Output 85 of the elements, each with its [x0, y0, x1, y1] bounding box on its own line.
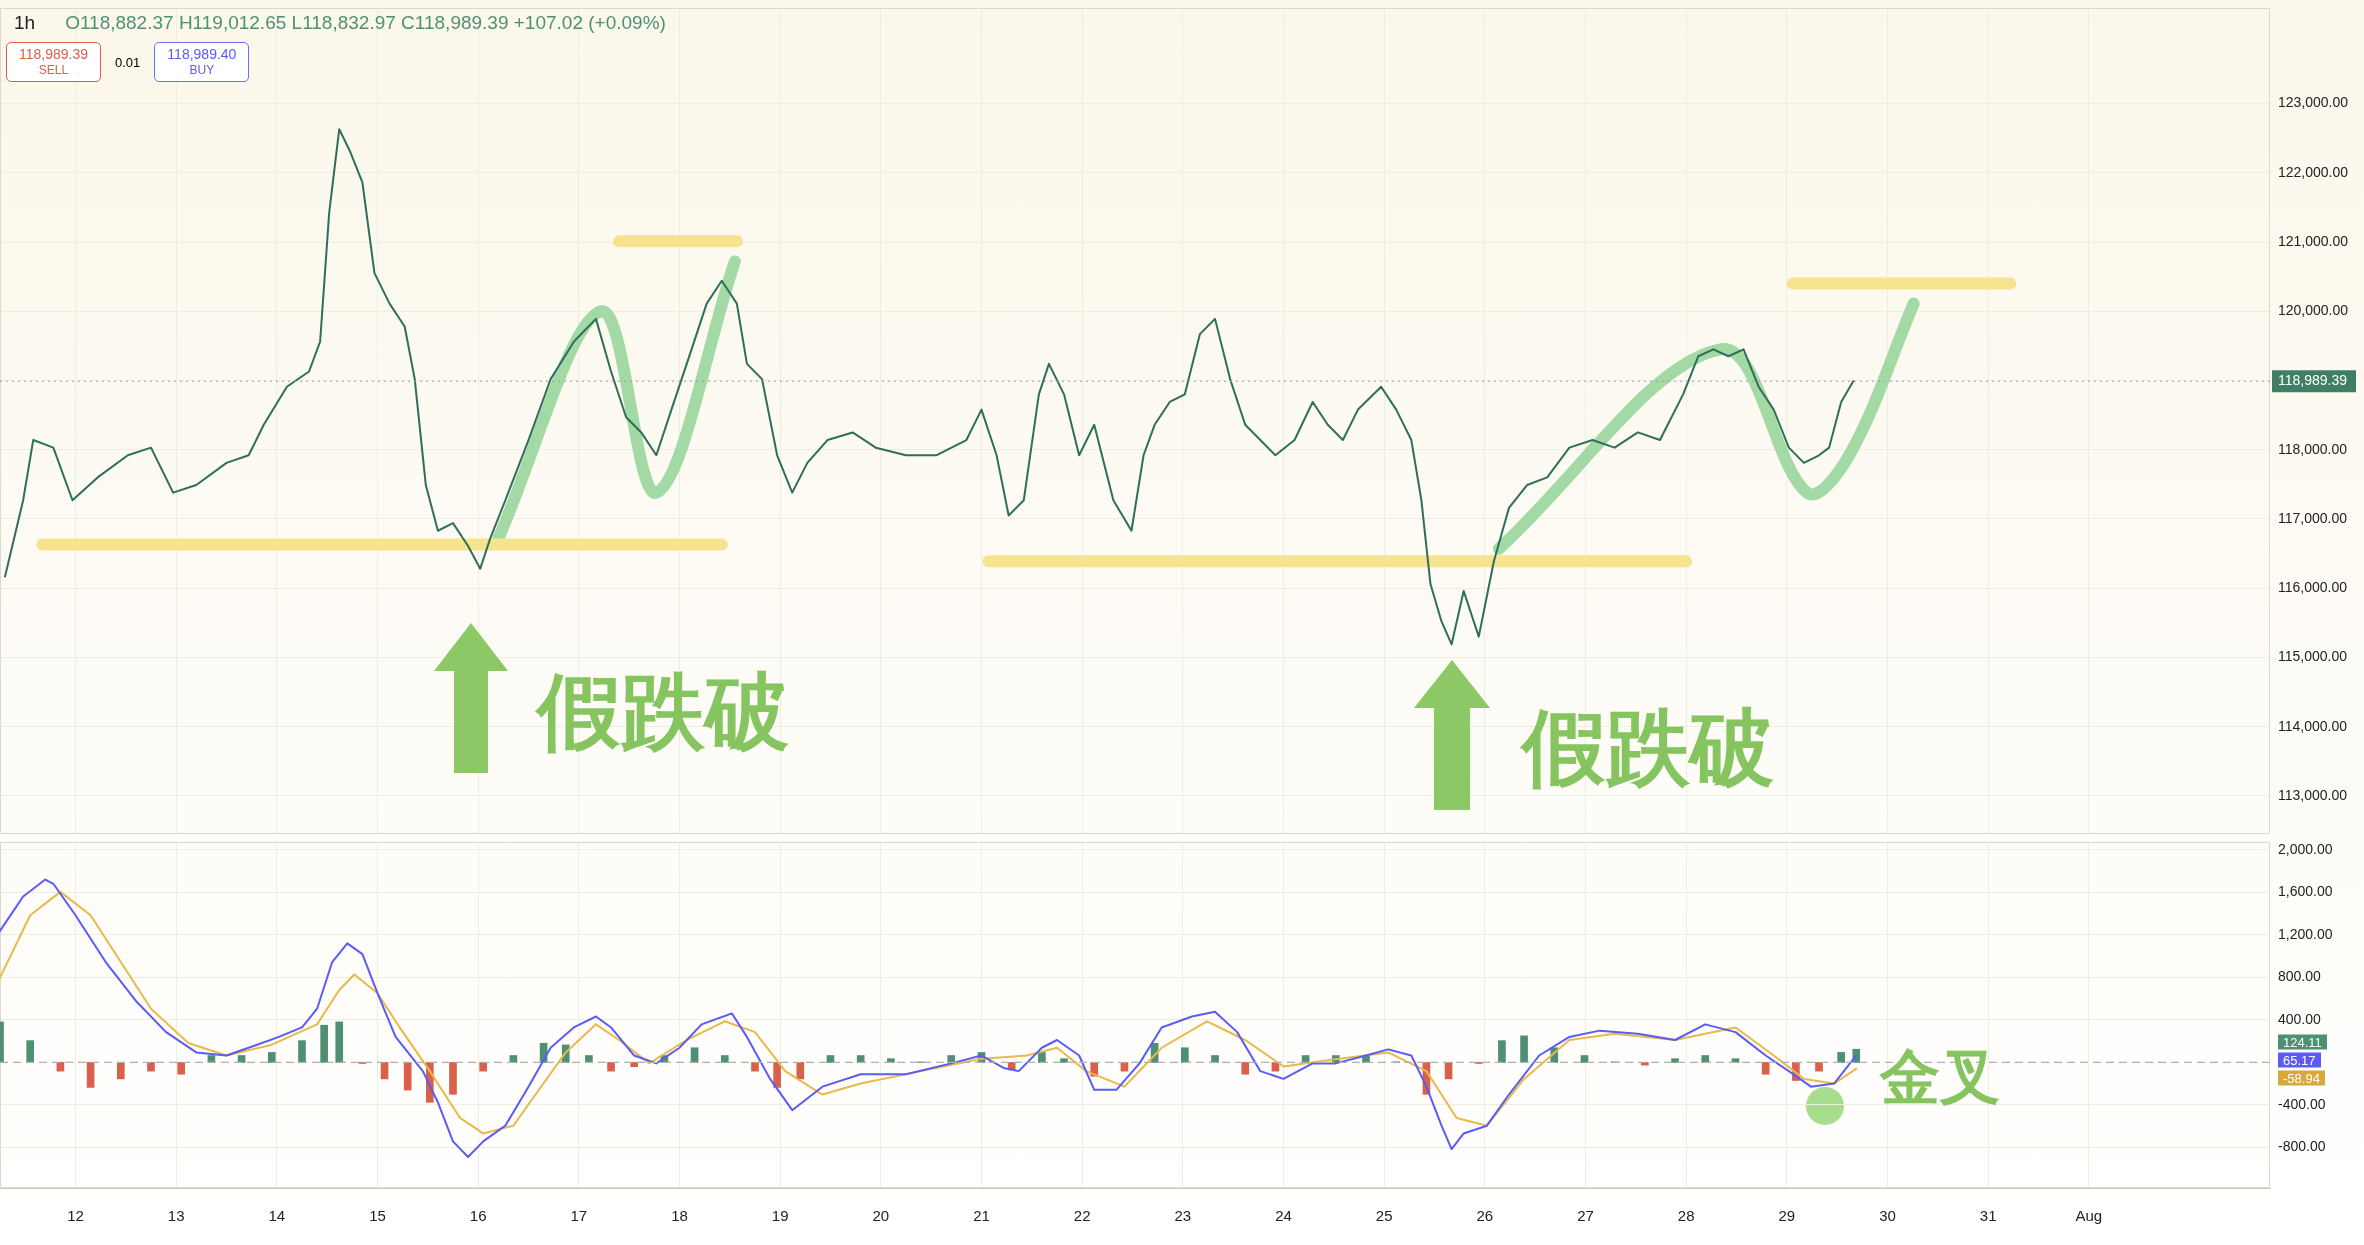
bar — [267, 1052, 276, 1063]
y-tick-label: 120,000.00 — [2278, 302, 2349, 319]
text: 65.17 — [2278, 1052, 2321, 1068]
ref-line-label: 118,989.39 — [2278, 372, 2348, 389]
x-tick-label: 19 — [771, 1207, 789, 1225]
bar — [720, 1055, 729, 1063]
x-tick-label: 25 — [1375, 1207, 1393, 1225]
x-tick-label: 31 — [1979, 1207, 1997, 1225]
bar — [947, 1055, 956, 1063]
bar — [1181, 1047, 1189, 1063]
y-tick-label: 118,000.00 — [2278, 440, 2348, 457]
y-tick-label: 116,000.00 — [2278, 579, 2348, 596]
bar — [237, 1055, 246, 1063]
annotation: SELL — [37, 62, 70, 78]
bar — [335, 1021, 344, 1063]
y-tick-label: 1,600.00 — [2278, 883, 2333, 900]
bar — [116, 1062, 125, 1080]
y-tick-label: 115,000.00 — [2278, 648, 2348, 665]
annotation: 假跌破 — [1522, 698, 1774, 799]
y-tick-label: -400.00 — [2278, 1095, 2326, 1112]
text: 124.11 — [2278, 1034, 2327, 1050]
bar — [479, 1062, 488, 1072]
bar — [1701, 1055, 1710, 1063]
x-tick-label: 12 — [67, 1207, 84, 1225]
chart-title: 1h — [14, 12, 36, 34]
annotation: 118,989.40 — [167, 46, 237, 62]
x-tick-label: 16 — [469, 1207, 487, 1225]
y-tick-label: 2,000.00 — [2278, 840, 2333, 857]
bar — [1520, 1035, 1528, 1063]
bar — [690, 1047, 699, 1063]
annotation: BUY — [188, 62, 216, 78]
bar — [630, 1062, 639, 1068]
y-tick-label: 400.00 — [2278, 1010, 2322, 1027]
bar — [607, 1062, 615, 1072]
annotation: 金叉 — [1880, 1040, 2000, 1114]
y-tick-label: 121,000.00 — [2278, 232, 2349, 249]
bar — [1241, 1062, 1250, 1075]
bar — [298, 1040, 306, 1063]
annotation: 假跌破 — [537, 662, 789, 763]
bar — [147, 1062, 155, 1072]
y-tick-label: 122,000.00 — [2278, 163, 2349, 180]
bar — [320, 1024, 328, 1063]
bar — [796, 1062, 805, 1080]
bar — [1580, 1055, 1589, 1063]
x-tick-label: 13 — [167, 1207, 185, 1225]
y-tick-label: 113,000.00 — [2278, 786, 2348, 803]
text: -58.94 — [2278, 1070, 2325, 1086]
bar — [177, 1062, 186, 1075]
y-tick-label: -800.00 — [2278, 1138, 2326, 1155]
bar — [1060, 1058, 1068, 1063]
bar — [1671, 1058, 1679, 1063]
annotation: 0.01 — [115, 54, 141, 70]
x-tick-label: 14 — [268, 1207, 286, 1225]
x-tick-label: 27 — [1577, 1207, 1594, 1225]
y-tick-label: 117,000.00 — [2278, 509, 2348, 526]
bar — [1815, 1062, 1823, 1072]
x-tick-label: 23 — [1174, 1207, 1192, 1225]
x-tick-label: 20 — [872, 1207, 890, 1225]
x-tick-label: 18 — [671, 1207, 688, 1225]
x-tick-label: 30 — [1879, 1207, 1896, 1225]
bar — [826, 1055, 835, 1063]
x-tick-label: 21 — [973, 1207, 990, 1225]
annotation: O118,882.37 H119,012.65 L118,832.97 C118,989.39 +107.02 (+0.09%) — [65, 12, 666, 34]
x-tick-label: 15 — [369, 1207, 386, 1225]
x-tick-label: Aug — [2075, 1207, 2103, 1225]
x-tick-label: 26 — [1476, 1207, 1494, 1225]
bar — [449, 1062, 457, 1095]
y-tick-label: 1,200.00 — [2278, 925, 2333, 942]
y-tick-label: 123,000.00 — [2278, 94, 2349, 111]
y-tick-label: 114,000.00 — [2278, 717, 2348, 734]
bar — [1837, 1052, 1845, 1063]
y-tick-label: 800.00 — [2278, 968, 2322, 985]
bar — [26, 1040, 35, 1063]
annotation: 118,989.39 — [19, 46, 89, 62]
bar — [1498, 1040, 1506, 1063]
bar — [86, 1062, 95, 1088]
bar — [1761, 1062, 1770, 1075]
bar — [1211, 1055, 1219, 1063]
x-tick-label: 24 — [1275, 1207, 1292, 1225]
x-tick-label: 29 — [1778, 1207, 1796, 1225]
x-tick-label: 28 — [1677, 1207, 1695, 1225]
bar — [403, 1062, 412, 1091]
x-tick-label: 22 — [1073, 1207, 1091, 1225]
bar — [751, 1062, 759, 1072]
x-tick-label: 17 — [570, 1207, 588, 1225]
